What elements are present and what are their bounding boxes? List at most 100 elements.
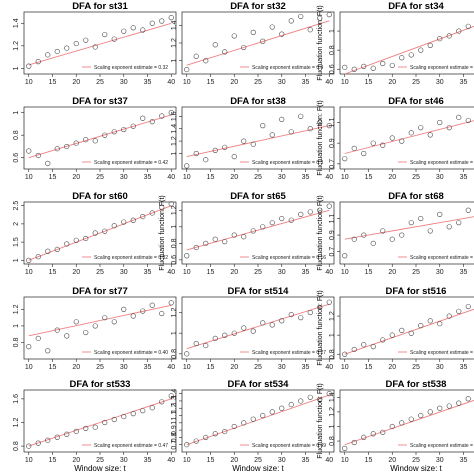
x-tick-label: 25	[412, 79, 420, 86]
panel-st533: DFA for st533 10 15 20 25 30 35 40 0.8 1.2 1.6 Scal…	[13, 379, 177, 473]
data-point	[111, 129, 117, 135]
data-point	[102, 31, 108, 38]
data-point	[222, 49, 228, 55]
y-tick-label: 0.8	[171, 432, 178, 442]
y-axis-label: Fluctuation function: F(t)	[317, 100, 324, 175]
x-tick-label: 35	[302, 79, 310, 86]
x-tick-label: 35	[144, 174, 152, 181]
y-tick-label: 1.2	[171, 403, 178, 413]
x-tick-label: 40	[325, 174, 333, 181]
data-point	[159, 18, 165, 24]
fit-line	[344, 308, 474, 355]
data-point	[83, 137, 89, 143]
panel-title: DFA for st68	[388, 191, 444, 202]
y-tick-label: 1.4	[329, 392, 336, 402]
data-point	[389, 423, 395, 430]
data-point	[361, 434, 367, 441]
data-point	[92, 424, 98, 430]
y-axis-label: Fluctuation function: F(t)	[317, 383, 324, 458]
x-tick-label: 35	[144, 269, 152, 276]
y-tick-label: 1.3	[171, 396, 178, 406]
data-point	[399, 55, 405, 61]
y-tick-label: 1.1	[329, 118, 336, 128]
data-point	[342, 445, 348, 451]
data-point	[231, 232, 237, 238]
data-point	[111, 223, 117, 229]
data-point	[342, 64, 348, 70]
data-point	[351, 439, 357, 446]
x-tick-label: 25	[254, 269, 262, 276]
data-point	[446, 33, 452, 39]
data-point	[380, 429, 386, 435]
panel-title: DFA for st534	[228, 379, 290, 390]
x-tick-label: 15	[49, 269, 57, 276]
x-tick-label: 25	[96, 174, 104, 181]
data-point	[45, 248, 51, 254]
x-tick-label: 25	[412, 269, 420, 276]
x-tick-label: 10	[183, 174, 191, 181]
data-point	[427, 228, 433, 234]
y-tick-label: 1	[171, 225, 178, 229]
x-tick-label: 20	[388, 364, 396, 371]
data-point	[26, 148, 32, 154]
data-point	[193, 244, 199, 251]
y-tick-label: 1.2	[13, 304, 20, 314]
x-tick-label: 35	[460, 174, 468, 181]
x-tick-label: 30	[120, 457, 128, 464]
y-tick-label: 1	[329, 333, 336, 337]
legend-label: Scaling exponent estimate = 0.32	[94, 65, 168, 71]
data-point	[83, 37, 89, 43]
data-point	[203, 157, 209, 163]
y-tick-label: 1	[171, 151, 178, 155]
fit-line	[186, 209, 330, 251]
data-point	[307, 126, 313, 132]
x-tick-label: 35	[460, 457, 468, 464]
legend-label: Scaling exponent estimate =	[410, 255, 473, 261]
data-point	[184, 442, 190, 448]
data-point	[73, 40, 79, 47]
data-point	[389, 62, 395, 69]
legend-label: Scaling exponent estimate = 0.2	[410, 160, 474, 166]
x-tick-label: 40	[167, 364, 175, 371]
data-point	[465, 207, 471, 213]
data-point	[279, 405, 285, 411]
data-point	[307, 309, 313, 316]
legend-label: Scaling exponent estimate = 0.27	[252, 350, 326, 356]
y-tick-label: 0.8	[13, 130, 20, 140]
data-point	[149, 119, 155, 125]
data-point	[140, 308, 146, 314]
x-tick-label: 30	[278, 457, 286, 464]
fit-line	[344, 216, 474, 240]
panel-title: DFA for st514	[228, 286, 290, 297]
data-point	[102, 228, 108, 234]
y-tick-label: 1.2	[171, 205, 178, 215]
panel-st77: DFA for st77 10 15 20 25 30 35 40 0.8 1 1.2 Scaling…	[13, 286, 177, 371]
data-point	[203, 58, 209, 64]
data-point	[168, 393, 174, 399]
data-point	[140, 213, 146, 220]
x-tick-label: 20	[388, 174, 396, 181]
panel-title: DFA for st38	[230, 96, 286, 107]
y-tick-label: 1	[329, 29, 336, 33]
data-point	[279, 318, 285, 324]
data-point	[130, 217, 136, 223]
data-point	[279, 215, 285, 222]
data-point	[45, 160, 51, 166]
x-tick-label: 30	[436, 457, 444, 464]
data-point	[288, 217, 294, 223]
data-point	[288, 311, 294, 318]
fit-line	[28, 398, 172, 447]
fit-line	[186, 394, 330, 446]
data-point	[35, 335, 41, 341]
data-point	[121, 219, 127, 225]
legend-label: Scaling exponent estimate = 0.40	[94, 350, 168, 356]
x-tick-label: 20	[230, 269, 238, 276]
data-point	[465, 303, 471, 310]
x-tick-label: 40	[167, 174, 175, 181]
data-point	[456, 308, 462, 314]
x-tick-label: 20	[230, 457, 238, 464]
data-point	[130, 411, 136, 417]
y-axis-label: Fluctuation function: F(t)	[159, 195, 166, 270]
data-point	[231, 330, 237, 336]
x-tick-label: 30	[436, 269, 444, 276]
